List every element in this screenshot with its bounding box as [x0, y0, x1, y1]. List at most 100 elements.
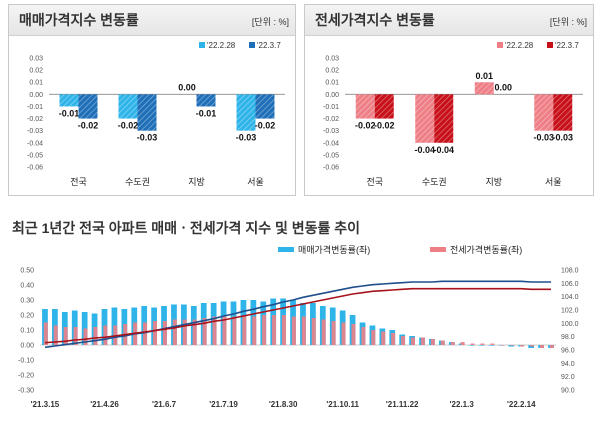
bar — [236, 94, 256, 131]
jeonse-change-panel: 전세가격지수 변동률 [단위 : %] '22.2.28 '22.3.7 0.03 0… — [304, 4, 594, 196]
left-y-tick-label: -0.30 — [18, 388, 34, 395]
data-label: -0.03 — [137, 133, 158, 143]
sale-bar-chart: '22.2.28 '22.3.7 0.03 0.02 0.01 0.00 -0.01 -0.0… — [27, 41, 285, 187]
sale-change-panel: 매매가격지수 변동률 [단위 : %] '22.2.28 '22.3.7 0.03 0… — [8, 4, 296, 196]
data-label: -0.03 — [533, 133, 554, 143]
jeonse-change-bar — [93, 327, 98, 345]
legend-swatch — [547, 42, 553, 48]
left-y-tick-label: 0.10 — [20, 328, 34, 335]
category-label: 서울 — [247, 177, 264, 187]
x-tick-label: '21.10.11 — [326, 400, 359, 409]
y-tick-label: -0.05 — [27, 152, 43, 159]
data-label: -0.01 — [59, 108, 80, 118]
y-tick-label: 0.03 — [29, 56, 43, 63]
data-label: -0.02 — [355, 121, 376, 131]
trend-chart: 매매가격변동률(좌) 전세가격변동률(좌) 0.50 0.40 0.30 0.20 0.10… — [18, 244, 579, 409]
legend-swatch — [430, 247, 446, 252]
y-tick-label: -0.02 — [323, 116, 339, 123]
sale-change-bar — [468, 345, 475, 346]
jeonse-change-bar — [341, 322, 346, 345]
data-label: -0.02 — [255, 121, 276, 131]
legend-swatch — [497, 42, 503, 48]
x-tick-label: '21.7.19 — [209, 400, 238, 409]
left-y-tick-label: 0.40 — [20, 283, 34, 290]
legend-label: '22.2.28 — [207, 41, 236, 50]
jeonse-change-bar — [420, 337, 425, 345]
jeonse-change-bar — [143, 322, 148, 345]
jeonse-change-bar — [301, 316, 306, 345]
jeonse-change-bar — [242, 315, 247, 345]
data-label: -0.03 — [552, 133, 573, 143]
bar — [355, 94, 375, 119]
data-label: -0.02 — [78, 121, 99, 131]
y-tick-label: -0.03 — [323, 128, 339, 135]
y-tick-label: -0.02 — [27, 116, 43, 123]
jeonse-change-bar — [262, 315, 267, 345]
jeonse-change-bar — [182, 319, 187, 345]
jeonse-change-bar — [232, 316, 237, 345]
y-tick-label: -0.01 — [323, 104, 339, 111]
sale-change-bar — [508, 345, 515, 347]
jeonse-index-line — [44, 287, 551, 344]
x-tick-label: '21.4.26 — [90, 400, 119, 409]
y-tick-label: 0.01 — [325, 80, 339, 87]
jeonse-change-bar — [43, 322, 48, 345]
right-y-tick-label: 96.0 — [561, 348, 575, 355]
data-label: 0.00 — [178, 82, 196, 92]
jeonse-change-bar — [530, 345, 535, 347]
jeonse-change-bar — [401, 336, 406, 345]
right-y-tick-label: 106.0 — [561, 281, 579, 288]
left-y-tick-label: -0.10 — [18, 358, 34, 365]
jeonse-change-bar — [53, 325, 58, 345]
jeonse-change-bar — [440, 340, 445, 345]
category-label: 서울 — [545, 177, 562, 187]
x-tick-label: '21.8.30 — [269, 400, 298, 409]
jeonse-change-bar — [152, 321, 157, 345]
data-label: -0.04 — [414, 145, 435, 155]
legend-label: '22.3.7 — [555, 41, 579, 50]
y-tick-label: 0.02 — [29, 68, 43, 75]
y-tick-label: 0.00 — [325, 92, 339, 99]
legend-label: 매매가격변동률(좌) — [298, 244, 370, 255]
trend-chart-title: 최근 1년간 전국 아파트 매매ㆍ전세가격 지수 및 변동률 추이 — [12, 220, 361, 236]
bar — [553, 94, 573, 131]
jeonse-change-bar — [450, 342, 455, 345]
x-tick-label: '21.11.22 — [386, 400, 419, 409]
legend-swatch — [249, 42, 255, 48]
bar — [196, 94, 216, 107]
data-label: -0.04 — [433, 145, 454, 155]
jeonse-bar-chart: '22.2.28'22.3.70.030.020.010.00-0.01-0.0… — [323, 41, 583, 187]
y-tick-label: -0.06 — [27, 165, 43, 172]
jeonse-panel-title: 전세가격지수 변동률 — [305, 5, 593, 36]
jeonse-change-bar — [520, 345, 525, 347]
jeonse-change-bar — [391, 333, 396, 345]
left-y-tick-label: -0.20 — [18, 373, 34, 380]
jeonse-change-bar — [549, 345, 554, 348]
bar — [59, 94, 79, 107]
jeonse-change-bar — [410, 337, 415, 345]
jeonse-change-bar — [103, 325, 108, 345]
right-y-tick-label: 108.0 — [561, 268, 579, 275]
data-label: -0.03 — [236, 133, 257, 143]
bar — [474, 82, 494, 95]
bar — [415, 94, 435, 143]
jeonse-change-bar — [361, 327, 366, 345]
jeonse-change-bar — [430, 339, 435, 345]
data-label: 0.00 — [494, 82, 512, 92]
jeonse-change-bar — [331, 321, 336, 345]
bar — [374, 94, 394, 119]
category-label: 전국 — [366, 177, 383, 187]
sale-index-line — [44, 280, 551, 349]
y-tick-label: 0.00 — [29, 92, 43, 99]
right-y-tick-label: 102.0 — [561, 308, 579, 315]
x-tick-label: '22.1.3 — [450, 400, 475, 409]
y-tick-label: 0.02 — [325, 68, 339, 75]
right-y-tick-label: 100.0 — [561, 321, 579, 328]
legend-swatch — [199, 42, 205, 48]
jeonse-change-bar — [212, 316, 217, 345]
x-tick-label: '22.2.14 — [507, 400, 536, 409]
jeonse-change-bar — [272, 315, 277, 345]
jeonse-change-bar — [172, 319, 177, 345]
right-y-tick-label: 98.0 — [561, 334, 575, 341]
jeonse-change-bar — [281, 315, 286, 345]
